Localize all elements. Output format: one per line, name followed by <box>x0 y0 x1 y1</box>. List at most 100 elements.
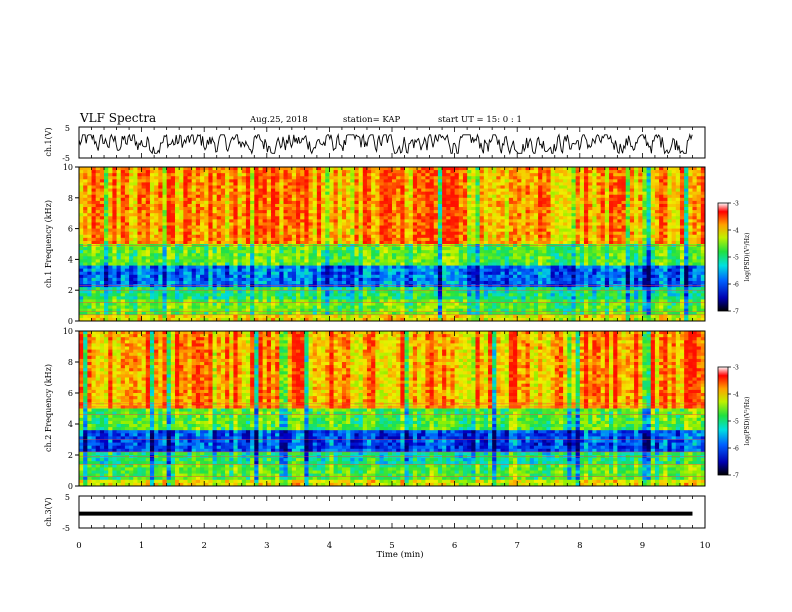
spectrogram-cell <box>241 256 247 260</box>
spectrogram-cell <box>124 234 130 239</box>
spectrogram-cell <box>329 200 334 205</box>
spectrogram-cell <box>412 200 418 205</box>
spectrogram-cell <box>496 207 501 211</box>
spectrogram-cell <box>638 213 643 217</box>
spectrogram-cell <box>216 247 222 251</box>
spectrogram-cell <box>613 213 618 217</box>
spectrogram-cell <box>166 216 172 220</box>
spectrogram-cell <box>229 247 234 251</box>
spectrogram-cell <box>604 182 610 186</box>
spectrogram-cell <box>692 182 698 186</box>
spectrogram-cell <box>79 225 84 229</box>
spectrogram-cell <box>254 259 259 263</box>
spectrogram-cell <box>124 188 130 193</box>
spectrogram-cell <box>629 194 635 199</box>
spectrogram-cell <box>366 167 372 171</box>
spectrogram-cell <box>337 256 343 260</box>
spectrogram-cell <box>375 234 380 239</box>
spectrogram-cell <box>425 194 430 199</box>
spectrogram-cell <box>500 250 506 254</box>
spectrogram-cell <box>270 167 276 171</box>
spectrogram-cell <box>362 182 368 186</box>
spectrogram-cell <box>262 185 268 189</box>
spectrogram-cell <box>563 197 568 202</box>
spectrogram-cell <box>558 197 564 202</box>
spectrogram-cell <box>220 188 226 193</box>
spectrogram-cell <box>471 228 476 233</box>
spectrogram-cell <box>296 259 301 263</box>
spectrogram-cell <box>392 173 397 177</box>
spectrogram-cell <box>613 265 618 270</box>
spectrogram-cell <box>379 182 385 186</box>
spectrogram-cell <box>162 197 168 202</box>
spectrogram-cell <box>254 191 259 196</box>
spectrogram-cell <box>262 237 268 242</box>
spectrogram-cell <box>229 237 234 242</box>
spectrogram-cell <box>379 194 385 199</box>
spectrogram-cell <box>442 182 447 186</box>
spectrogram-cell <box>588 237 593 242</box>
spectrogram-cell <box>592 237 597 242</box>
spectrogram-cell <box>542 219 547 223</box>
spectrogram-cell <box>87 200 92 205</box>
spectrogram-cell <box>538 210 543 214</box>
spectrogram-cell <box>229 213 234 217</box>
spectrogram-cell <box>229 268 234 273</box>
spectrogram-cell <box>663 228 668 233</box>
spectrogram-cell <box>433 265 439 270</box>
spectrogram-cell <box>158 188 163 193</box>
spectrogram-cell <box>629 197 635 202</box>
spectrogram-cell <box>250 240 255 245</box>
spectrogram-cell <box>475 191 481 196</box>
spectrogram-cell <box>375 219 380 223</box>
spectrogram-cell <box>617 170 622 174</box>
spectrogram-cell <box>646 167 652 171</box>
spectrogram-cell <box>442 203 447 208</box>
spectrogram-cell <box>141 207 147 211</box>
spectrogram-cell <box>525 179 531 183</box>
spectrogram-cell <box>446 265 451 270</box>
spectrogram-cell <box>437 170 443 174</box>
spectrogram-cell <box>421 253 426 257</box>
spectrogram-cell <box>283 179 289 183</box>
spectrogram-cell <box>475 250 481 254</box>
spectrogram-cell <box>625 191 631 196</box>
spectrogram-cell <box>95 207 101 211</box>
spectrogram-cell <box>237 237 243 242</box>
spectrogram-cell <box>529 203 535 208</box>
spectrogram-cell <box>688 265 693 270</box>
spectrogram-cell <box>170 228 176 233</box>
spectrogram-cell <box>312 170 318 174</box>
spectrogram-cell <box>220 250 226 254</box>
spectrogram-cell <box>404 259 410 263</box>
spectrogram-cell <box>241 182 247 186</box>
spectrogram-cell <box>337 188 343 193</box>
spectrogram-cell <box>191 240 197 245</box>
spectrogram-cell <box>166 219 172 223</box>
spectrogram-cell <box>91 176 97 180</box>
spectrogram-cell <box>396 200 401 205</box>
spectrogram-cell <box>229 259 234 263</box>
spectrogram-cell <box>241 250 247 254</box>
spectrogram-cell <box>149 228 155 233</box>
spectrogram-cell <box>684 197 689 202</box>
spectrogram-cell <box>116 231 122 236</box>
spectrogram-cell <box>124 268 130 273</box>
spectrogram-cell <box>617 179 622 183</box>
spectrogram-cell <box>679 256 685 260</box>
spectrogram-cell <box>141 240 147 245</box>
spectrogram-cell <box>183 265 188 270</box>
spectrogram-cell <box>554 225 560 229</box>
spectrogram-cell <box>149 207 155 211</box>
spectrogram-cell <box>166 194 172 199</box>
spectrogram-cell <box>675 231 681 236</box>
spectrogram-cell <box>546 234 551 239</box>
spectrogram-cell <box>500 237 506 242</box>
spectrogram-cell <box>312 176 318 180</box>
spectrogram-cell <box>504 234 510 239</box>
spectrogram-cell <box>225 268 230 273</box>
spectrogram-cell <box>154 179 159 183</box>
spectrogram-cell <box>500 167 506 171</box>
spectrogram-cell <box>596 213 602 217</box>
spectrogram-cell <box>675 210 681 214</box>
